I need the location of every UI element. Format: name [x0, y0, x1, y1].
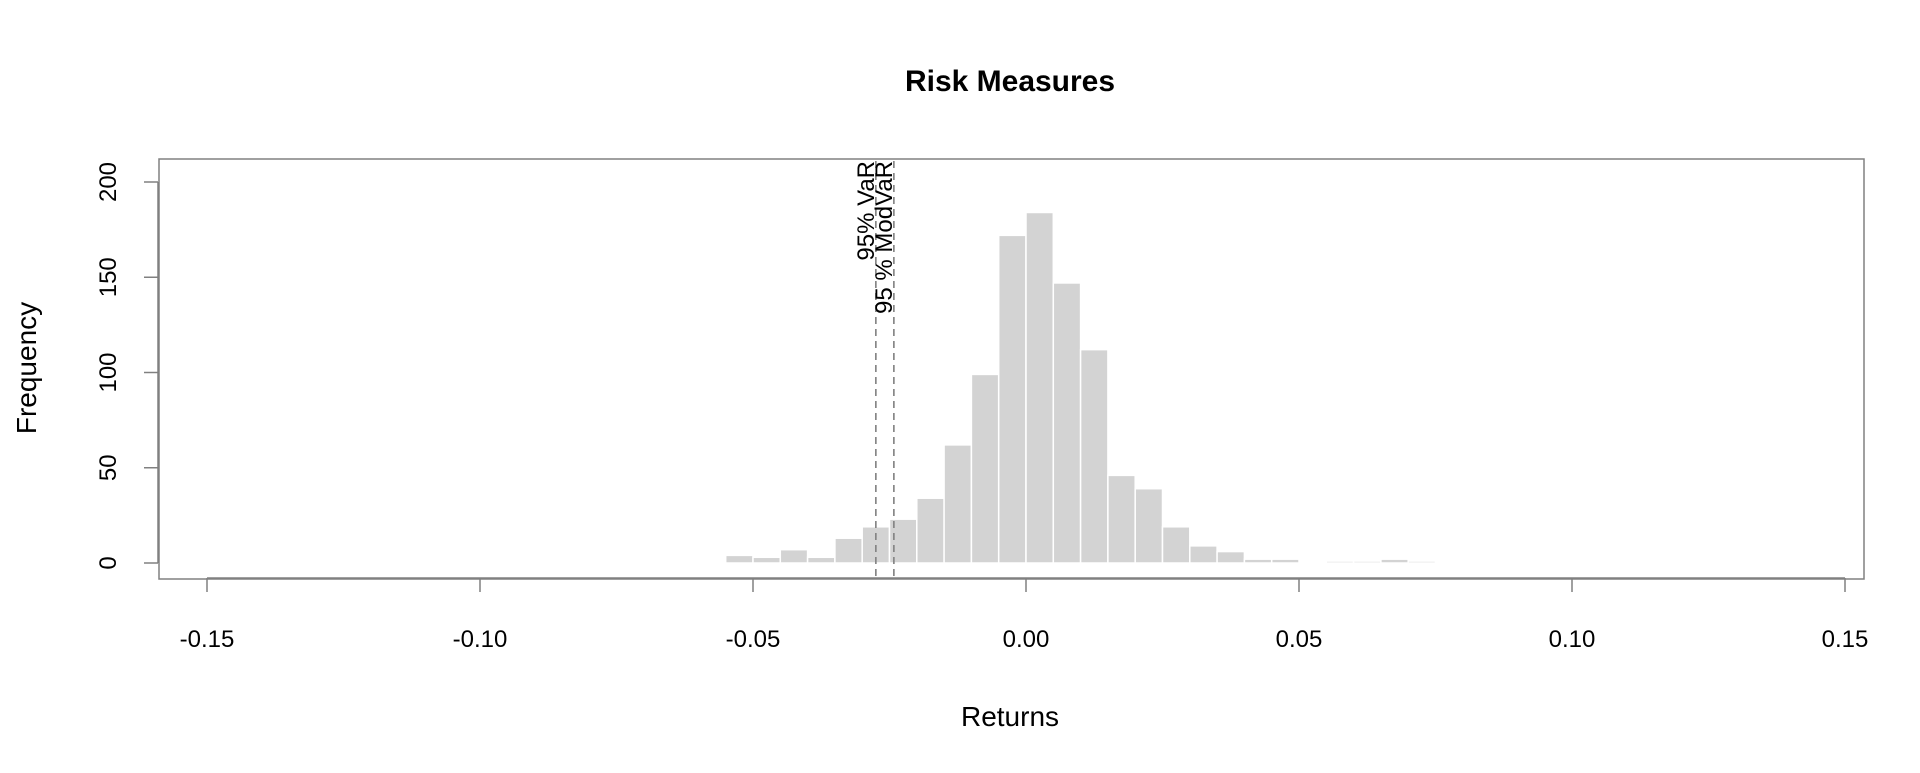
y-tick-label: 200	[95, 162, 122, 202]
histogram-bar	[1189, 545, 1218, 564]
histogram-bar	[1325, 560, 1355, 564]
y-axis-title: Frequency	[11, 302, 42, 434]
x-tick-label: 0.00	[1003, 626, 1050, 653]
histogram-bar	[1079, 348, 1109, 564]
bars-layer	[724, 211, 1437, 564]
histogram-bar	[1380, 558, 1409, 564]
x-tick-label: 0.10	[1549, 626, 1596, 653]
histogram-bar	[724, 554, 754, 564]
y-tick-label: 100	[95, 352, 122, 392]
histogram-bar	[1407, 560, 1437, 564]
chart-title: Risk Measures	[905, 65, 1115, 98]
plot-frame	[158, 158, 1865, 580]
histogram-bar	[1243, 558, 1273, 564]
x-tick-label: 0.05	[1276, 626, 1323, 653]
histogram-bar	[1052, 282, 1082, 564]
histogram-bar	[834, 537, 863, 564]
histogram-bar	[1352, 560, 1382, 564]
histogram-bar	[943, 444, 973, 564]
histogram-bar	[997, 234, 1027, 564]
x-tick-label: -0.10	[453, 626, 508, 653]
histogram-bar	[970, 373, 1000, 564]
y-axis: 0 50 100 150 200	[95, 162, 159, 570]
histogram-bar	[1025, 211, 1055, 564]
y-tick-label: 50	[95, 454, 122, 481]
x-tick-label: -0.15	[180, 626, 235, 653]
histogram-bar	[1216, 550, 1246, 564]
histogram-bar	[1107, 474, 1136, 564]
annotation-label: 95% VaR	[853, 161, 880, 261]
x-tick-label: 0.15	[1822, 626, 1869, 653]
x-axis-title: Returns	[961, 701, 1059, 732]
histogram-bar	[752, 556, 782, 564]
histogram-bar	[916, 497, 945, 564]
histogram-bar	[806, 556, 836, 564]
x-tick-label: -0.05	[726, 626, 781, 653]
annotation-label: 95 % ModVaR	[871, 161, 898, 314]
histogram-bar	[1134, 487, 1164, 564]
y-tick-label: 150	[95, 257, 122, 297]
histogram-bar	[779, 548, 809, 564]
histogram-bar	[1161, 526, 1191, 564]
x-axis: -0.15 -0.10 -0.05 0.00 0.05 0.10 0.15	[180, 577, 1869, 653]
y-tick-label: 0	[95, 556, 122, 569]
histogram-bar	[1270, 558, 1300, 564]
